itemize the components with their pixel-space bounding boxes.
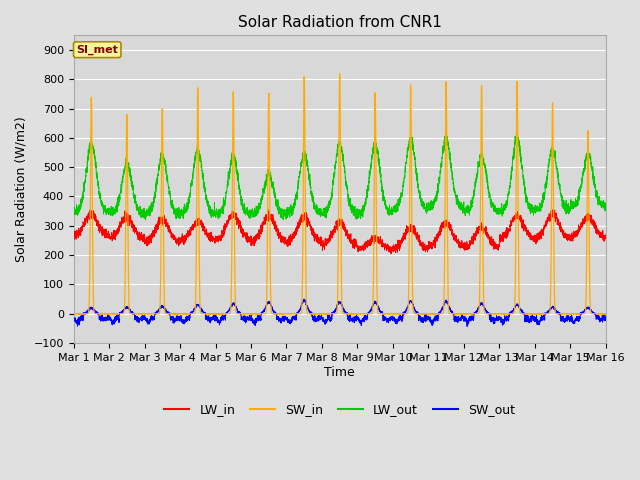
SW_in [429,311,437,316]
LW_out [141,217,149,223]
LW_in [429,240,437,246]
Line: LW_out: LW_out [74,134,605,220]
X-axis label: Time: Time [324,365,355,379]
Text: SI_met: SI_met [76,45,118,55]
SW_in [459,311,467,317]
SW_in [320,311,328,316]
LW_in [70,230,77,236]
LW_out [320,207,328,213]
LW_out [166,189,173,195]
LW_out [429,201,437,206]
Bar [74,36,605,167]
SW_out [602,316,609,322]
SW_out [489,317,497,323]
SW_in [70,311,77,317]
SW_in [212,312,220,317]
LW_in [165,226,173,231]
SW_out [429,318,437,324]
SW_out [459,313,467,319]
SW_out [300,296,308,302]
LW_out [70,210,77,216]
Line: SW_in: SW_in [74,74,605,314]
Y-axis label: Solar Radiation (W/m2): Solar Radiation (W/m2) [15,116,28,262]
SW_in [165,311,173,317]
SW_out [70,319,77,324]
LW_in [602,233,609,239]
LW_out [602,202,609,207]
SW_out [463,324,471,329]
LW_in [602,236,609,242]
LW_in [320,243,328,249]
SW_out [320,317,328,323]
LW_in [459,240,467,246]
LW_in [387,251,395,257]
SW_in [489,311,497,317]
LW_in [264,206,271,212]
LW_out [459,206,467,212]
Line: SW_out: SW_out [74,299,605,326]
Title: Solar Radiation from CNR1: Solar Radiation from CNR1 [237,15,442,30]
LW_out [489,203,497,208]
Legend: LW_in, SW_in, LW_out, SW_out: LW_in, SW_in, LW_out, SW_out [159,398,520,421]
LW_out [602,200,609,206]
Line: LW_in: LW_in [74,209,605,254]
LW_out [513,132,521,137]
SW_out [602,314,609,320]
LW_in [489,236,497,242]
SW_in [602,311,609,317]
SW_out [165,311,173,317]
SW_in [336,71,344,77]
SW_in [602,311,609,317]
